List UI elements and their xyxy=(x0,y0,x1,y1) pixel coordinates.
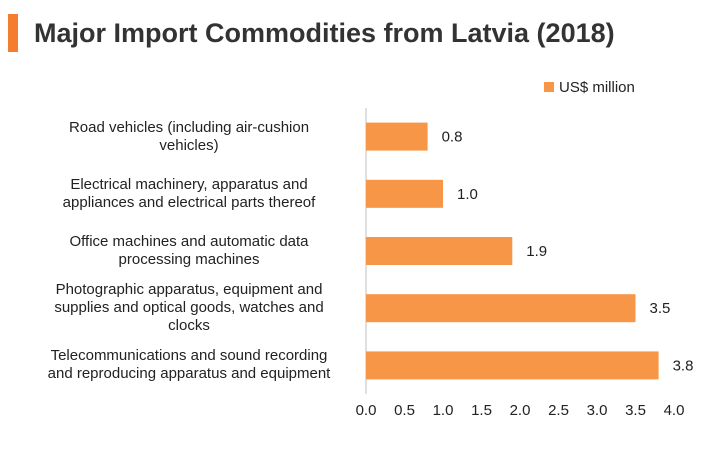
bar xyxy=(366,294,636,323)
category-label: Office machines and automatic data proces… xyxy=(24,233,354,269)
x-tick-label: 3.0 xyxy=(587,402,608,419)
category-label-line: Telecommunications and sound recording xyxy=(50,347,328,365)
x-tick-label: 0.0 xyxy=(356,402,377,419)
legend-label: US$ million xyxy=(559,78,635,96)
category-label: Telecommunications and sound recording an… xyxy=(24,347,354,383)
chart-title: Major Import Commodities from Latvia (20… xyxy=(34,18,615,48)
data-label: 3.5 xyxy=(650,300,671,317)
x-tick-label: 2.5 xyxy=(548,402,569,419)
category-label-line: Road vehicles (including air-cushion xyxy=(68,118,310,136)
x-tick-label: 3.5 xyxy=(625,402,646,419)
data-label: 0.8 xyxy=(442,129,463,146)
data-label: 1.0 xyxy=(457,186,478,203)
legend-swatch xyxy=(544,82,554,92)
category-label-line: Office machines and automatic data xyxy=(69,233,309,250)
category-label-line: clocks xyxy=(168,317,210,335)
legend: US$ million xyxy=(544,77,635,97)
data-label: 3.8 xyxy=(673,357,694,374)
data-label: 1.9 xyxy=(526,243,547,260)
bar xyxy=(366,237,513,265)
x-tick-label: 1.0 xyxy=(433,402,454,419)
category-label-line: Photographic apparatus, equipment and xyxy=(55,281,323,299)
category-label: Road vehicles (including air-cushion vehi… xyxy=(24,119,354,155)
category-label-line: and reproducing apparatus and equipment xyxy=(47,365,331,383)
bar xyxy=(366,122,428,151)
category-label-line: supplies and optical goods, watches and xyxy=(54,299,324,317)
category-label-line: Electrical machinery, apparatus and xyxy=(70,175,308,193)
category-label-line: processing machines xyxy=(118,251,260,268)
x-tick-label: 0.5 xyxy=(394,402,415,419)
title-accent-bar xyxy=(8,14,18,52)
category-label: Electrical machinery, apparatus and appli… xyxy=(24,176,354,212)
category-label: Photographic apparatus, equipment and sup… xyxy=(24,281,354,335)
x-tick-label: 4.0 xyxy=(664,402,685,419)
category-label-line: vehicles) xyxy=(159,136,219,154)
x-tick-label: 1.5 xyxy=(471,402,492,419)
x-tick-label: 2.0 xyxy=(510,402,531,419)
bar xyxy=(366,351,659,380)
bar xyxy=(366,179,443,208)
category-label-line: appliances and electrical parts thereof xyxy=(62,193,316,211)
